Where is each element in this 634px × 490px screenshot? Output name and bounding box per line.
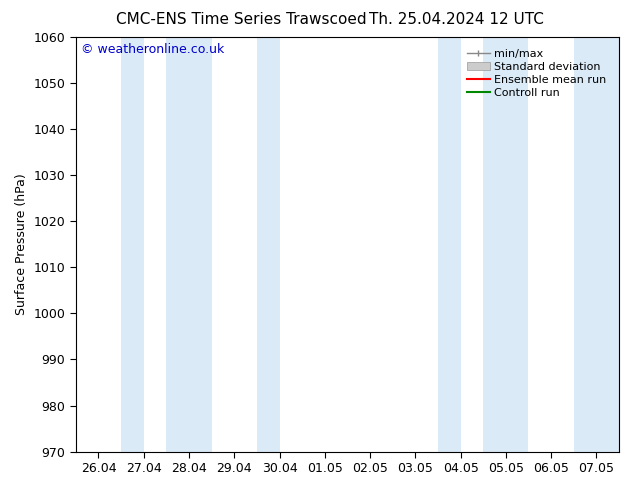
Legend: min/max, Standard deviation, Ensemble mean run, Controll run: min/max, Standard deviation, Ensemble me… (463, 45, 611, 102)
Text: Th. 25.04.2024 12 UTC: Th. 25.04.2024 12 UTC (369, 12, 544, 27)
Bar (483, 37, 529, 452)
Y-axis label: Surface Pressure (hPa): Surface Pressure (hPa) (15, 173, 28, 315)
Text: CMC-ENS Time Series Trawscoed: CMC-ENS Time Series Trawscoed (115, 12, 366, 27)
Bar (166, 37, 212, 452)
Bar (438, 37, 460, 452)
Bar (574, 37, 619, 452)
Bar (257, 37, 280, 452)
Bar (121, 37, 144, 452)
Text: © weatheronline.co.uk: © weatheronline.co.uk (81, 44, 224, 56)
